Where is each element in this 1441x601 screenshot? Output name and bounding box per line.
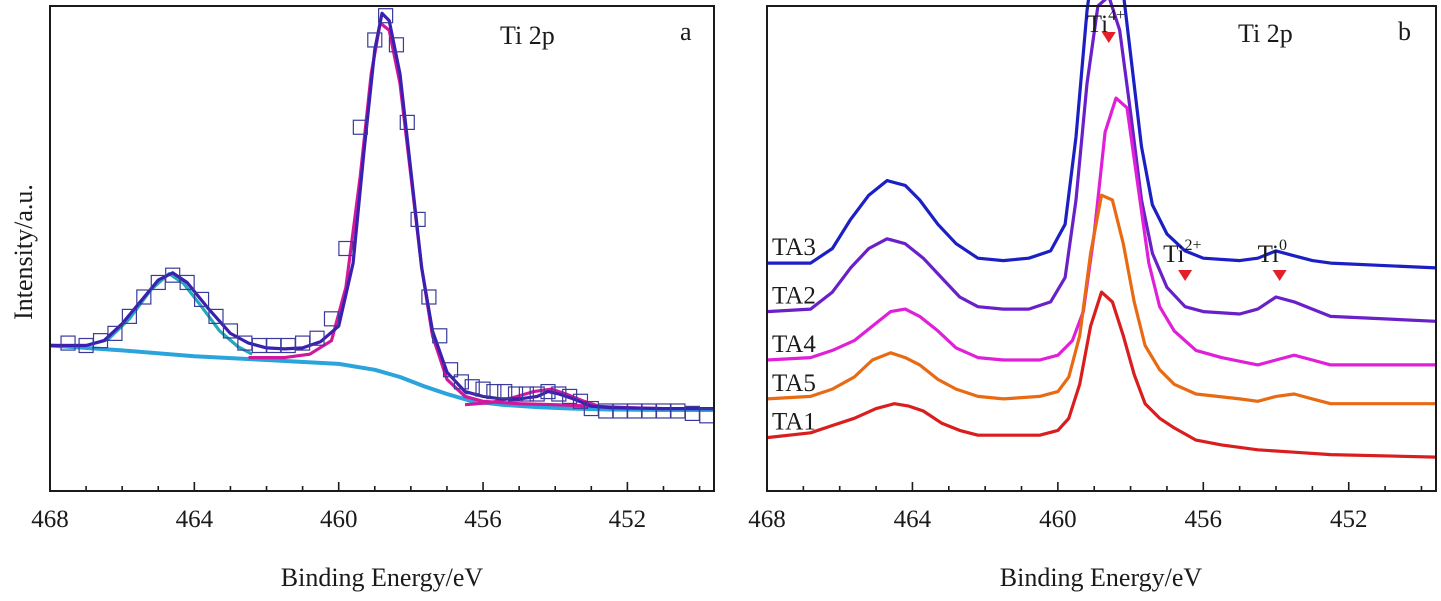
panel-a-x-tick-label: 460 xyxy=(320,506,358,533)
panel-a-data-marker xyxy=(562,388,578,405)
panel-b-series-label-ta5: TA5 xyxy=(772,370,816,397)
panel-b-letter: b xyxy=(1398,17,1411,46)
panel-a-data-marker xyxy=(107,325,123,341)
panel-b-x-tick-label: 460 xyxy=(1039,506,1077,533)
panel-a-x-tick-label: 456 xyxy=(464,506,502,533)
panel-b-series-ta1 xyxy=(766,290,1437,459)
panel-a-x-ticks: 468 464 460 456 452 xyxy=(31,482,701,533)
panel-a-series-fitted-envelope xyxy=(50,11,714,411)
panel-b-series-labels: TA3 TA2 TA4 TA5 TA1 xyxy=(772,234,816,436)
panel-b-series-label-ta4: TA4 xyxy=(772,331,816,358)
panel-b-series-label-ta2: TA2 xyxy=(772,283,816,310)
panel-a-data-marker xyxy=(266,337,282,354)
panel-b-frame xyxy=(766,5,1437,492)
panel-a-data-marker xyxy=(338,240,354,257)
panel-b-x-tick-label: 452 xyxy=(1330,506,1368,533)
panel-a-data-marker xyxy=(179,274,195,291)
panel-b-series-ta5 xyxy=(766,193,1436,406)
panel-a-data-marker xyxy=(410,211,426,227)
panel-a-ti2p-annotation: Ti 2p xyxy=(500,21,555,50)
panel-a-data-marker xyxy=(208,308,224,324)
panel-b-plot-area xyxy=(766,0,1437,459)
panel-a-data-marker xyxy=(540,383,556,400)
panel-b-x-tick-label: 456 xyxy=(1185,506,1223,533)
panel-b-x-tick-label: 468 xyxy=(748,506,786,533)
panel-b-peak-marker-label: Ti4+ xyxy=(1087,7,1125,38)
panel-a-x-tick-label: 464 xyxy=(176,506,214,533)
panel-a-data-marker xyxy=(367,32,383,48)
panel-a-data-marker xyxy=(464,379,480,395)
panel-b-x-tick-label: 464 xyxy=(894,506,932,533)
panel-a-letter: a xyxy=(680,17,692,46)
panel-b-series-ta2 xyxy=(766,0,1437,323)
panel-a-data-marker xyxy=(399,114,415,131)
panel-a-x-tick-label: 452 xyxy=(609,506,647,533)
panel-a-data-marker xyxy=(507,386,524,402)
panel-a-data-marker xyxy=(193,291,210,308)
panel-a-data-marker xyxy=(60,335,76,351)
panel-a-data-marker xyxy=(551,386,567,402)
panel-b-series-ta4 xyxy=(766,96,1436,367)
panel-b-peak-marker-triangle xyxy=(1272,270,1287,281)
panel-a-data-marker xyxy=(475,381,491,397)
panel-a-data-marker xyxy=(442,362,459,378)
panel-a-data-marker xyxy=(136,289,152,305)
panel-a-x-tick-label: 468 xyxy=(31,506,69,533)
panel-b-peak-marker-triangle xyxy=(1178,270,1193,281)
panel-a-data-marker xyxy=(486,383,502,400)
panel-b-ti2p-annotation: Ti 2p xyxy=(1238,19,1293,48)
panel-a-data-marker xyxy=(323,311,340,327)
panel-a-chart: Intensity/a.u. 468 464 460 456 452 Ti 2p a B… xyxy=(9,5,715,592)
panel-a-data-marker xyxy=(378,8,394,24)
panel-b-peak-marker-triangle xyxy=(1101,32,1116,43)
panel-b-series-label-ta3: TA3 xyxy=(772,234,816,261)
panel-b-x-axis-title: Binding Energy/eV xyxy=(1000,563,1203,592)
panel-a-data-marker xyxy=(352,119,368,135)
panel-b-peak-marker-label: Ti0 xyxy=(1258,237,1287,268)
panel-a-plot-area xyxy=(49,8,715,424)
panel-b-series-label-ta1: TA1 xyxy=(772,409,816,436)
panel-a-data-marker xyxy=(432,328,448,344)
panel-a-series-ti-2p3-2-component xyxy=(248,21,664,411)
panel-a-data-marker xyxy=(518,386,534,402)
panel-a-data-marker xyxy=(222,323,239,339)
panel-b-peak-marker-label: Ti2+ xyxy=(1163,237,1201,268)
panel-a-data-marker xyxy=(309,330,325,346)
panel-b-chart: 468 464 460 456 452 TA3 TA2 TA4 TA5 TA1 Ti4+ Ti2+… xyxy=(748,0,1437,592)
panel-a-frame xyxy=(49,5,715,492)
panel-a-data-marker xyxy=(421,289,437,305)
panel-b-series-ta3 xyxy=(767,0,1437,270)
panel-a-series-shirley-background xyxy=(49,343,714,412)
panel-a-data-marker xyxy=(497,383,513,400)
panel-a-data-marker xyxy=(388,37,405,53)
panel-a-y-axis-title: Intensity/a.u. xyxy=(9,184,38,320)
panel-a-data-marker xyxy=(529,386,545,402)
panel-a-x-axis-title: Binding Energy/eV xyxy=(281,563,484,592)
panel-b-x-ticks: 468 464 460 456 452 xyxy=(748,482,1423,533)
panel-a-data-marker xyxy=(453,374,469,390)
panel-a-data-marker xyxy=(121,308,137,324)
panel-b-peak-markers: Ti4+ Ti2+ Ti0 xyxy=(1087,7,1287,281)
